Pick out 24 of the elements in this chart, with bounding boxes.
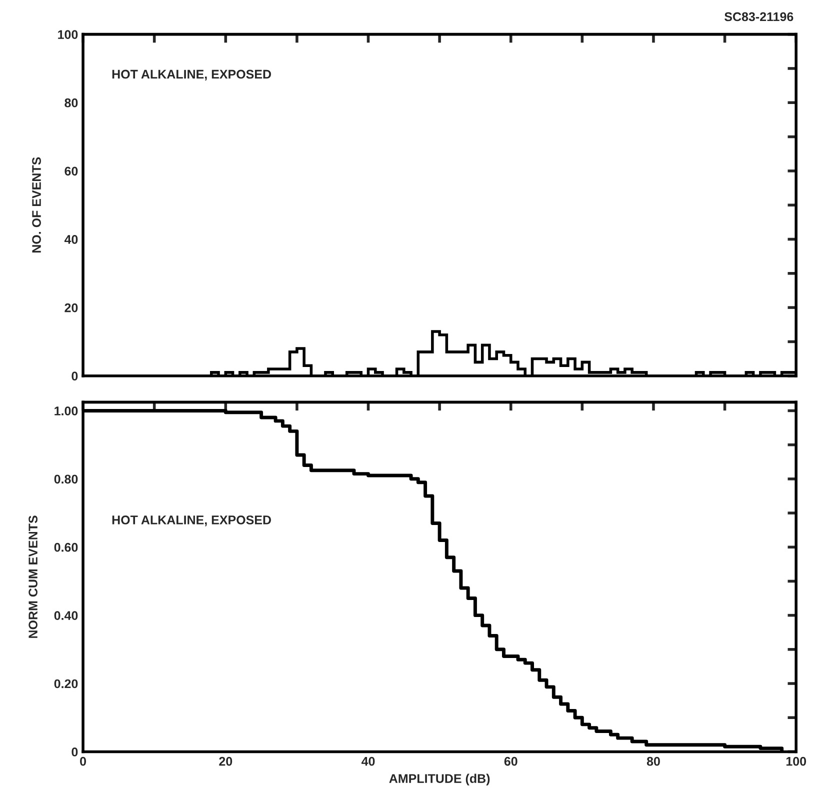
x-tick-label: 60 [504,756,518,766]
y-tick-label: 0 [72,372,78,381]
y-tick-label: 0.20 [54,679,78,688]
y-tick-label: 1.00 [54,406,78,416]
x-axis-title: AMPLITUDE (dB) [389,774,490,786]
y-tick-label: 100 [58,30,78,39]
y-axis-title: NO. OF EVENTS [32,157,41,253]
y-tick-label: 20 [64,303,78,312]
y-axis-title: NORM CUM EVENTS [28,516,38,638]
y-tick-label: 0.80 [54,474,78,484]
y-tick-label: 40 [64,235,78,244]
x-tick-label: 20 [219,756,232,766]
annotation: HOT ALKALINE, EXPOSED [112,516,271,526]
y-tick-label: 0.60 [54,542,78,552]
x-tick-label: 80 [646,756,660,766]
y-tick-label: 60 [64,166,78,176]
x-tick-label: 100 [786,756,806,766]
annotation: HOT ALKALINE, EXPOSED [112,70,271,80]
y-tick-label: 80 [64,98,78,108]
y-tick-label: 0 [72,748,78,756]
x-tick-label: 0 [80,756,86,766]
x-tick-label: 40 [361,756,375,766]
text: SC83-21196 [724,12,794,22]
y-tick-label: 0.40 [54,611,78,620]
